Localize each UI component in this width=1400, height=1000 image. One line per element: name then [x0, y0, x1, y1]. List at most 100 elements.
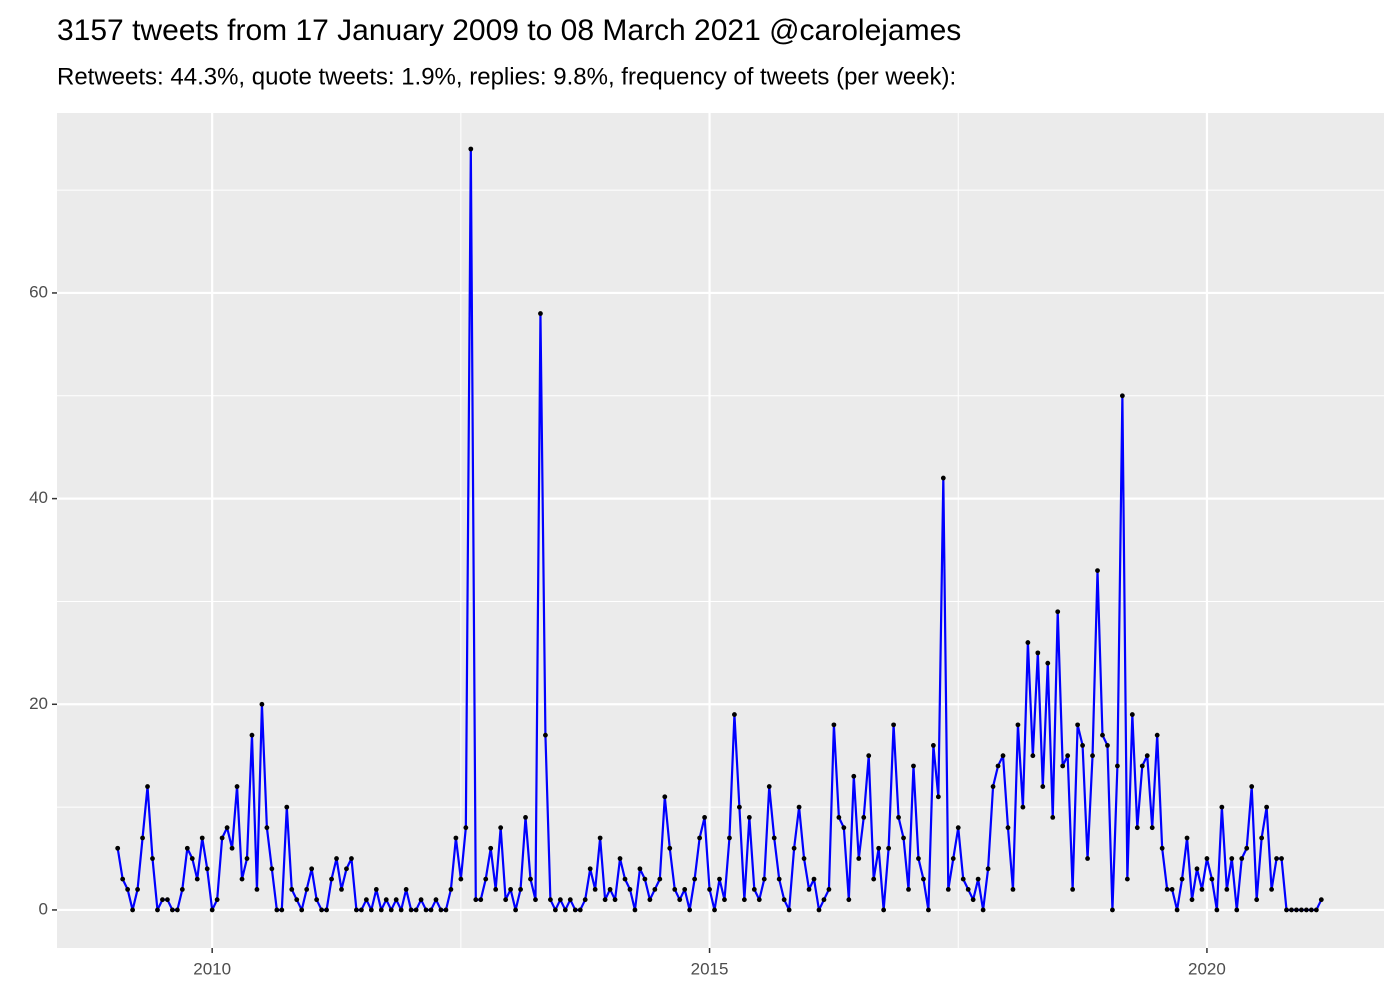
data-point [1174, 907, 1180, 913]
data-point [513, 907, 518, 913]
data-point [1149, 825, 1155, 831]
data-point [637, 866, 643, 872]
data-point [577, 907, 583, 913]
data-point [130, 907, 136, 913]
data-point [811, 876, 817, 882]
data-point [582, 897, 588, 903]
data-point [741, 897, 747, 903]
data-point [239, 876, 245, 882]
data-point [234, 784, 240, 789]
data-point [1105, 743, 1110, 748]
data-point [1234, 907, 1240, 913]
data-point [498, 825, 504, 831]
data-point [940, 475, 946, 481]
data-point [1164, 886, 1170, 892]
data-point [856, 856, 862, 861]
data-point [647, 897, 653, 903]
data-point [254, 886, 260, 892]
data-point [1030, 753, 1036, 759]
data-point [702, 815, 707, 820]
data-point [174, 907, 180, 913]
data-point [642, 876, 648, 882]
data-point [692, 876, 698, 882]
data-point [543, 732, 548, 738]
data-point [1304, 907, 1309, 913]
data-point [975, 876, 981, 882]
data-point [354, 907, 359, 913]
data-point [1159, 845, 1165, 851]
data-point [687, 907, 693, 913]
data-point [622, 876, 628, 882]
data-point [408, 907, 414, 913]
data-point [921, 876, 926, 882]
data-point [995, 763, 1001, 769]
data-point [1110, 907, 1115, 913]
data-point [1000, 753, 1006, 759]
data-point [1289, 907, 1294, 913]
data-point [831, 722, 837, 728]
data-point [319, 907, 325, 913]
data-point [1313, 907, 1319, 913]
data-point [980, 907, 986, 913]
y-tick-label: 20 [29, 694, 48, 713]
data-point [960, 876, 966, 882]
data-point [219, 835, 225, 841]
data-point [339, 886, 344, 892]
data-point [612, 897, 618, 903]
data-point [1015, 722, 1021, 728]
data-point [249, 732, 255, 738]
data-point [567, 897, 573, 903]
data-point [453, 835, 459, 841]
data-point [1184, 835, 1190, 841]
data-point [523, 815, 528, 820]
data-point [707, 886, 712, 892]
data-point [518, 886, 523, 892]
data-point [115, 845, 121, 851]
data-point [727, 835, 732, 841]
data-point [1259, 835, 1265, 841]
data-point [766, 784, 772, 789]
data-point [1214, 907, 1220, 913]
data-point [304, 886, 310, 892]
data-point [697, 835, 703, 841]
data-point [324, 907, 329, 913]
data-point [194, 876, 200, 882]
data-point [717, 876, 722, 882]
data-point [443, 907, 449, 913]
data-point [1284, 907, 1289, 913]
data-point [1169, 886, 1175, 892]
data-point [1274, 856, 1279, 861]
data-point [358, 907, 364, 913]
data-point [746, 815, 752, 820]
data-point [846, 897, 852, 903]
data-point [672, 886, 678, 892]
data-point [682, 886, 688, 892]
data-point [473, 897, 479, 903]
data-point [916, 856, 921, 861]
data-point [881, 907, 887, 913]
y-tick-label: 40 [29, 488, 48, 507]
data-point [1249, 784, 1255, 789]
data-point [1264, 804, 1270, 810]
data-point [547, 897, 553, 903]
data-point [204, 866, 210, 872]
data-point [607, 886, 613, 892]
data-point [1254, 897, 1260, 903]
data-point [886, 845, 892, 851]
data-point [309, 866, 315, 872]
data-point [179, 886, 185, 892]
data-point [732, 712, 737, 717]
data-point [393, 897, 399, 903]
data-point [468, 146, 474, 152]
data-point [1124, 876, 1130, 882]
data-point [572, 907, 578, 913]
data-point [1269, 886, 1274, 892]
data-point [373, 886, 379, 892]
data-point [224, 825, 230, 831]
data-point [135, 886, 140, 892]
data-point [737, 804, 742, 810]
data-point [413, 907, 419, 913]
data-point [1005, 825, 1011, 831]
chart-subtitle: Retweets: 44.3%, quote tweets: 1.9%, rep… [57, 63, 956, 90]
data-point [851, 773, 857, 779]
